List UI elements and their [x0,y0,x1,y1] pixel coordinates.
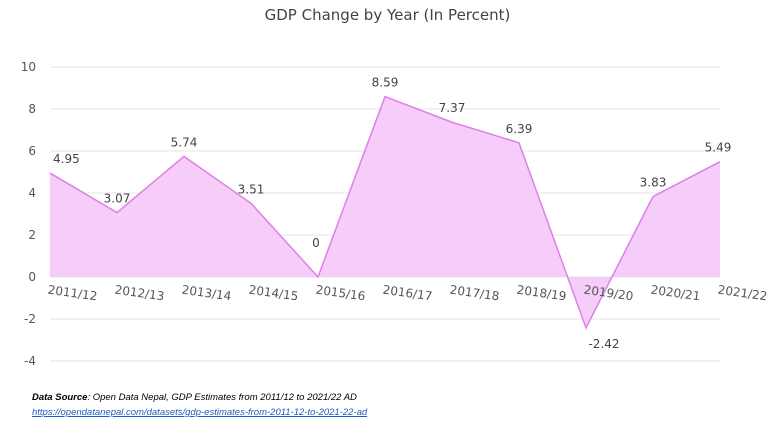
data-label: 3.51 [238,182,265,196]
x-tick-label: 2021/22 [717,283,768,304]
x-tick-label: 2011/12 [47,283,98,304]
x-tick-label: 2020/21 [650,283,701,304]
data-source-label: Data Source [32,392,88,403]
data-source-text: : Open Data Nepal, GDP Estimates from 20… [87,392,357,403]
x-tick-label: 2015/16 [315,283,366,304]
y-tick-label: 4 [28,186,36,200]
data-label: 3.83 [640,176,667,190]
y-axis-ticks: -4 -2 0 2 4 6 8 10 [21,60,36,368]
y-tick-label: 8 [28,102,36,116]
data-label: 8.59 [372,76,399,90]
x-tick-label: 2016/17 [382,283,433,304]
x-tick-label: 2018/19 [516,283,567,304]
x-tick-label: 2012/13 [114,283,165,304]
data-label: 6.39 [506,122,533,136]
data-label: 5.74 [171,135,198,149]
x-tick-label: 2017/18 [449,283,500,304]
data-label: 3.07 [104,192,131,206]
data-label: 5.49 [705,141,732,155]
area-fill [50,96,720,328]
data-source-note: Data Source: Open Data Nepal, GDP Estima… [32,392,357,403]
x-tick-label: 2013/14 [181,283,232,304]
y-tick-label: 0 [28,270,36,284]
y-tick-label: 2 [28,228,36,242]
data-label: -2.42 [588,337,619,351]
x-axis-ticks: 2011/12 2012/13 2013/14 2014/15 2015/16 2016/… [47,283,768,304]
chart-title: GDP Change by Year (In Percent) [264,6,511,24]
x-tick-label: 2014/15 [248,283,299,304]
y-tick-label: 10 [21,60,36,74]
y-tick-label: -4 [24,354,36,368]
x-tick-label: 2019/20 [583,283,634,304]
data-labels: 4.95 3.07 5.74 3.51 0 8.59 7.37 6.39 -2.42 3.83 5.… [53,76,731,351]
data-source-link[interactable]: https://opendatanepal.com/datasets/gdp-e… [32,407,368,418]
data-label: 0 [312,236,320,250]
data-label: 4.95 [53,152,80,166]
y-tick-label: -2 [24,312,36,326]
data-label: 7.37 [439,101,466,115]
y-tick-label: 6 [28,144,36,158]
area-series [49,95,721,330]
